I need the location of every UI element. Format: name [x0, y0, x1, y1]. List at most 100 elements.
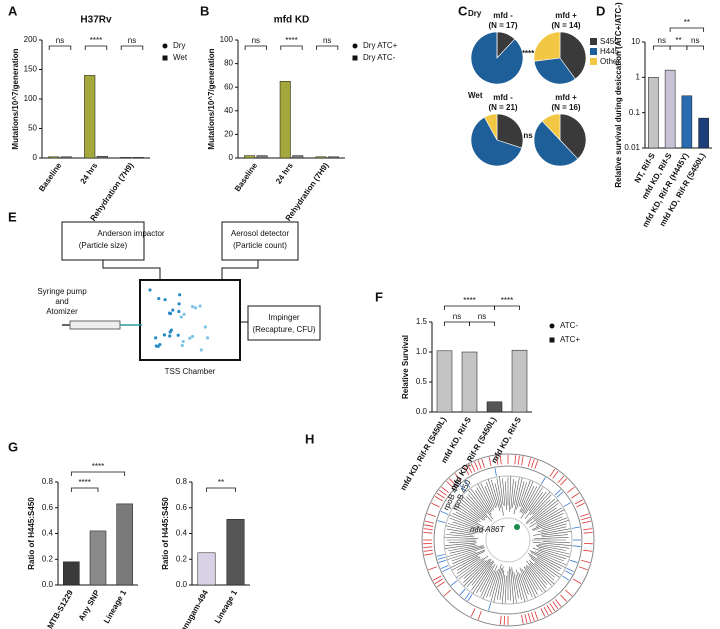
y-tick-label: 50 [28, 124, 37, 133]
particle [148, 288, 152, 292]
panel-letter: F [375, 289, 383, 304]
chamber [139, 279, 241, 361]
significance: **** [285, 36, 297, 45]
chart-title: mfd KD [274, 15, 310, 26]
branch [451, 551, 477, 562]
particle [163, 298, 167, 302]
bar [96, 155, 108, 159]
particle [171, 308, 175, 312]
bar [486, 401, 503, 413]
variant-tick [540, 608, 546, 617]
variant-tick [583, 528, 593, 531]
branch [499, 476, 504, 506]
y-tick-label: 10 [631, 37, 640, 46]
bar [116, 503, 133, 586]
branch [463, 560, 485, 579]
y-axis-label: Mutations/10^7/generation [11, 48, 20, 149]
bar [648, 77, 659, 149]
pie-label: mfd + [555, 11, 577, 20]
variant-tick [583, 549, 593, 552]
panel-letter: H [305, 431, 314, 446]
particle [179, 315, 183, 319]
variant-tick [555, 599, 562, 607]
variant-tick [423, 546, 433, 549]
label: Syringe pump [37, 287, 87, 296]
branch [518, 572, 528, 600]
variant-tick [450, 580, 458, 586]
branch [477, 483, 493, 511]
legend-label: ATC- [560, 321, 578, 330]
branch [535, 513, 564, 527]
variant-tick [581, 517, 591, 521]
y-axis-label: Relative Survival [401, 335, 410, 399]
variant-tick [467, 464, 473, 474]
legend-label: H445 [600, 47, 620, 56]
y-tick-label: 0 [229, 153, 234, 162]
branch [541, 534, 568, 538]
branch [466, 558, 492, 588]
y-tick-label: 0 [33, 153, 38, 162]
bar [256, 155, 268, 159]
pie-slice [541, 113, 561, 141]
branch [541, 519, 569, 530]
branch [491, 479, 501, 512]
pie-slice [533, 120, 579, 167]
branch [456, 557, 484, 578]
panel-letter: G [8, 439, 18, 454]
branch [452, 549, 486, 565]
variant-tick [464, 466, 470, 475]
y-axis-label: Relative survival during desiccation (AT… [614, 2, 623, 188]
variant-tick [579, 566, 588, 571]
variant-tick [549, 468, 556, 477]
branch [508, 476, 512, 512]
branch [452, 521, 478, 531]
bar [681, 95, 693, 149]
variant-tick [440, 510, 449, 515]
panel-letter: D [596, 3, 605, 18]
bar [698, 117, 709, 149]
variant-tick [560, 594, 568, 602]
branch [463, 558, 491, 587]
variant-tick [581, 559, 591, 563]
panel-letter: A [8, 3, 18, 18]
legend-label: Other [600, 57, 620, 66]
branch [458, 555, 489, 580]
y-tick-label: 200 [24, 35, 38, 44]
group-label: Wet [468, 91, 483, 100]
pie-slice [470, 116, 523, 167]
branch [504, 575, 507, 604]
particle [193, 306, 198, 310]
branch [541, 531, 572, 536]
branch [480, 570, 494, 597]
particle [157, 296, 161, 301]
branch [486, 571, 497, 598]
particle [168, 334, 172, 338]
branch [528, 491, 543, 512]
branch [472, 561, 495, 594]
branch [484, 485, 495, 508]
legend-swatch [590, 58, 597, 65]
particle [190, 305, 195, 309]
pie-label: mfd - [493, 11, 513, 20]
y-tick-label: 0.6 [42, 503, 54, 512]
pie-slice [533, 31, 561, 62]
syringe [69, 320, 121, 330]
variant-tick [583, 531, 593, 534]
y-tick-label: 60 [224, 82, 233, 91]
legend-swatch [590, 48, 597, 55]
ring [421, 453, 595, 627]
branch [456, 558, 481, 574]
x-tick-label: Lineage 1 [102, 588, 129, 625]
detector-box [221, 221, 299, 261]
legend-label: Dry ATC- [363, 53, 396, 62]
variant-tick [436, 581, 445, 588]
branch [526, 560, 548, 585]
variant-tick [436, 492, 445, 499]
legend-marker [162, 43, 168, 49]
branch [489, 568, 499, 597]
variant-tick [459, 588, 466, 596]
variant-tick [514, 455, 517, 465]
variant-tick [582, 520, 591, 524]
branch [510, 479, 514, 510]
branch [476, 487, 492, 512]
